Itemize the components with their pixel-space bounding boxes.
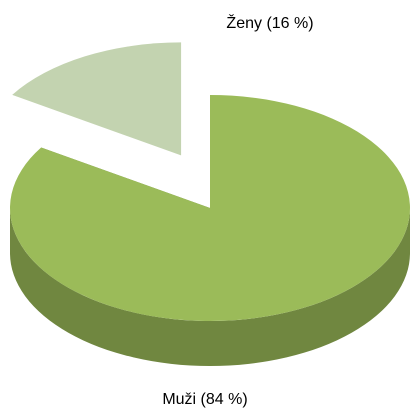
slice-top <box>9 95 410 321</box>
data-label: Ženy (16 %) <box>226 13 313 32</box>
data-label: Muži (84 %) <box>162 391 247 408</box>
slice-side <box>10 208 410 366</box>
slice-top <box>12 42 182 156</box>
